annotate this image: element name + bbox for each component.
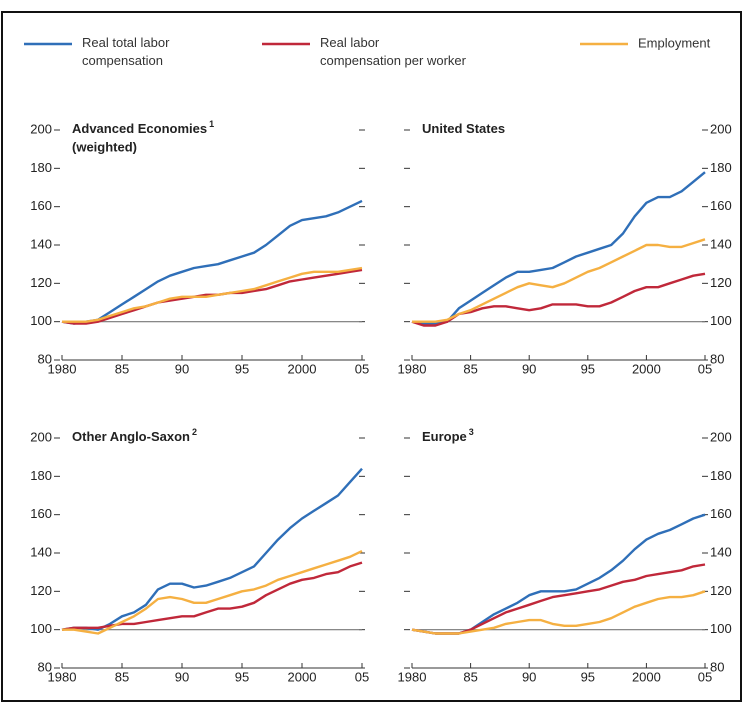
y-tick-label: 140 <box>30 236 52 251</box>
series-line <box>61 467 363 631</box>
title-text: Other Anglo-Saxon <box>72 429 190 444</box>
y-tick-label: 140 <box>710 544 732 559</box>
x-tick-label: 05 <box>698 361 712 376</box>
y-tick-label: 80 <box>38 351 52 366</box>
x-tick-label: 1980 <box>398 669 427 684</box>
series-line <box>411 171 706 325</box>
title-text: United States <box>422 121 505 136</box>
panel-subtitle: (weighted) <box>72 139 137 154</box>
title-note: 2 <box>192 427 197 437</box>
title-note: 3 <box>469 427 474 437</box>
x-tick-label: 2000 <box>288 361 317 376</box>
title-note: 1 <box>209 119 214 129</box>
title-text: Europe <box>422 429 467 444</box>
x-tick-label: 85 <box>115 669 129 684</box>
x-tick-label: 1980 <box>398 361 427 376</box>
x-tick-label: 95 <box>581 669 595 684</box>
x-tick-label: 90 <box>175 361 189 376</box>
y-tick-label: 100 <box>30 621 52 636</box>
x-tick-label: 90 <box>522 361 536 376</box>
y-tick-label: 160 <box>710 198 732 213</box>
x-tick-label: 05 <box>698 669 712 684</box>
x-tick-label: 90 <box>522 669 536 684</box>
y-tick-label: 100 <box>710 313 732 328</box>
y-tick-label: 100 <box>710 621 732 636</box>
panel-title: Advanced Economies 1 <box>72 119 214 136</box>
x-tick-label: 85 <box>115 361 129 376</box>
y-tick-label: 180 <box>710 468 732 483</box>
legend: Real total labor compensation Real labor co… <box>24 35 711 68</box>
panel-title: Other Anglo-Saxon 2 <box>72 427 197 444</box>
y-tick-label: 160 <box>710 506 732 521</box>
series-line <box>61 199 363 325</box>
y-tick-label: 200 <box>30 429 52 444</box>
x-tick-label: 2000 <box>288 669 317 684</box>
x-tick-label: 95 <box>581 361 595 376</box>
x-tick-label: 1980 <box>48 361 77 376</box>
y-tick-label: 120 <box>710 275 732 290</box>
x-tick-label: 05 <box>355 669 369 684</box>
legend-label: Employment <box>638 35 711 50</box>
y-tick-label: 160 <box>30 506 52 521</box>
y-tick-label: 140 <box>710 236 732 251</box>
y-tick-label: 200 <box>710 121 732 136</box>
y-tick-label: 100 <box>30 313 52 328</box>
series-line <box>411 272 706 327</box>
x-tick-label: 2000 <box>632 361 661 376</box>
legend-label: Real total labor compensation <box>82 35 170 68</box>
y-tick-label: 200 <box>710 429 732 444</box>
y-tick-label: 160 <box>30 198 52 213</box>
x-tick-label: 85 <box>463 669 477 684</box>
y-tick-label: 80 <box>710 659 724 674</box>
legend-label: Real labor compensation per worker <box>320 35 467 68</box>
x-tick-label: 95 <box>235 669 249 684</box>
y-tick-label: 180 <box>30 160 52 175</box>
y-tick-label: 120 <box>710 583 732 598</box>
panel-title: United States <box>422 121 505 136</box>
series-line <box>411 590 706 635</box>
x-tick-label: 05 <box>355 361 369 376</box>
y-tick-label: 180 <box>30 468 52 483</box>
series-line <box>62 266 363 323</box>
y-tick-label: 180 <box>710 160 732 175</box>
series-line <box>61 561 363 631</box>
y-tick-label: 80 <box>38 659 52 674</box>
y-tick-label: 120 <box>30 275 52 290</box>
x-tick-label: 1980 <box>48 669 77 684</box>
frame <box>1 11 742 702</box>
panel-title: Europe 3 <box>422 427 474 444</box>
x-tick-label: 85 <box>463 361 477 376</box>
series-line <box>412 238 706 323</box>
x-tick-label: 2000 <box>632 669 661 684</box>
x-tick-label: 90 <box>175 669 189 684</box>
y-tick-label: 120 <box>30 583 52 598</box>
x-tick-label: 95 <box>235 361 249 376</box>
y-tick-label: 80 <box>710 351 724 366</box>
title-text: Advanced Economies <box>72 121 207 136</box>
series-line <box>62 550 363 635</box>
y-tick-label: 200 <box>30 121 52 136</box>
y-tick-label: 140 <box>30 544 52 559</box>
